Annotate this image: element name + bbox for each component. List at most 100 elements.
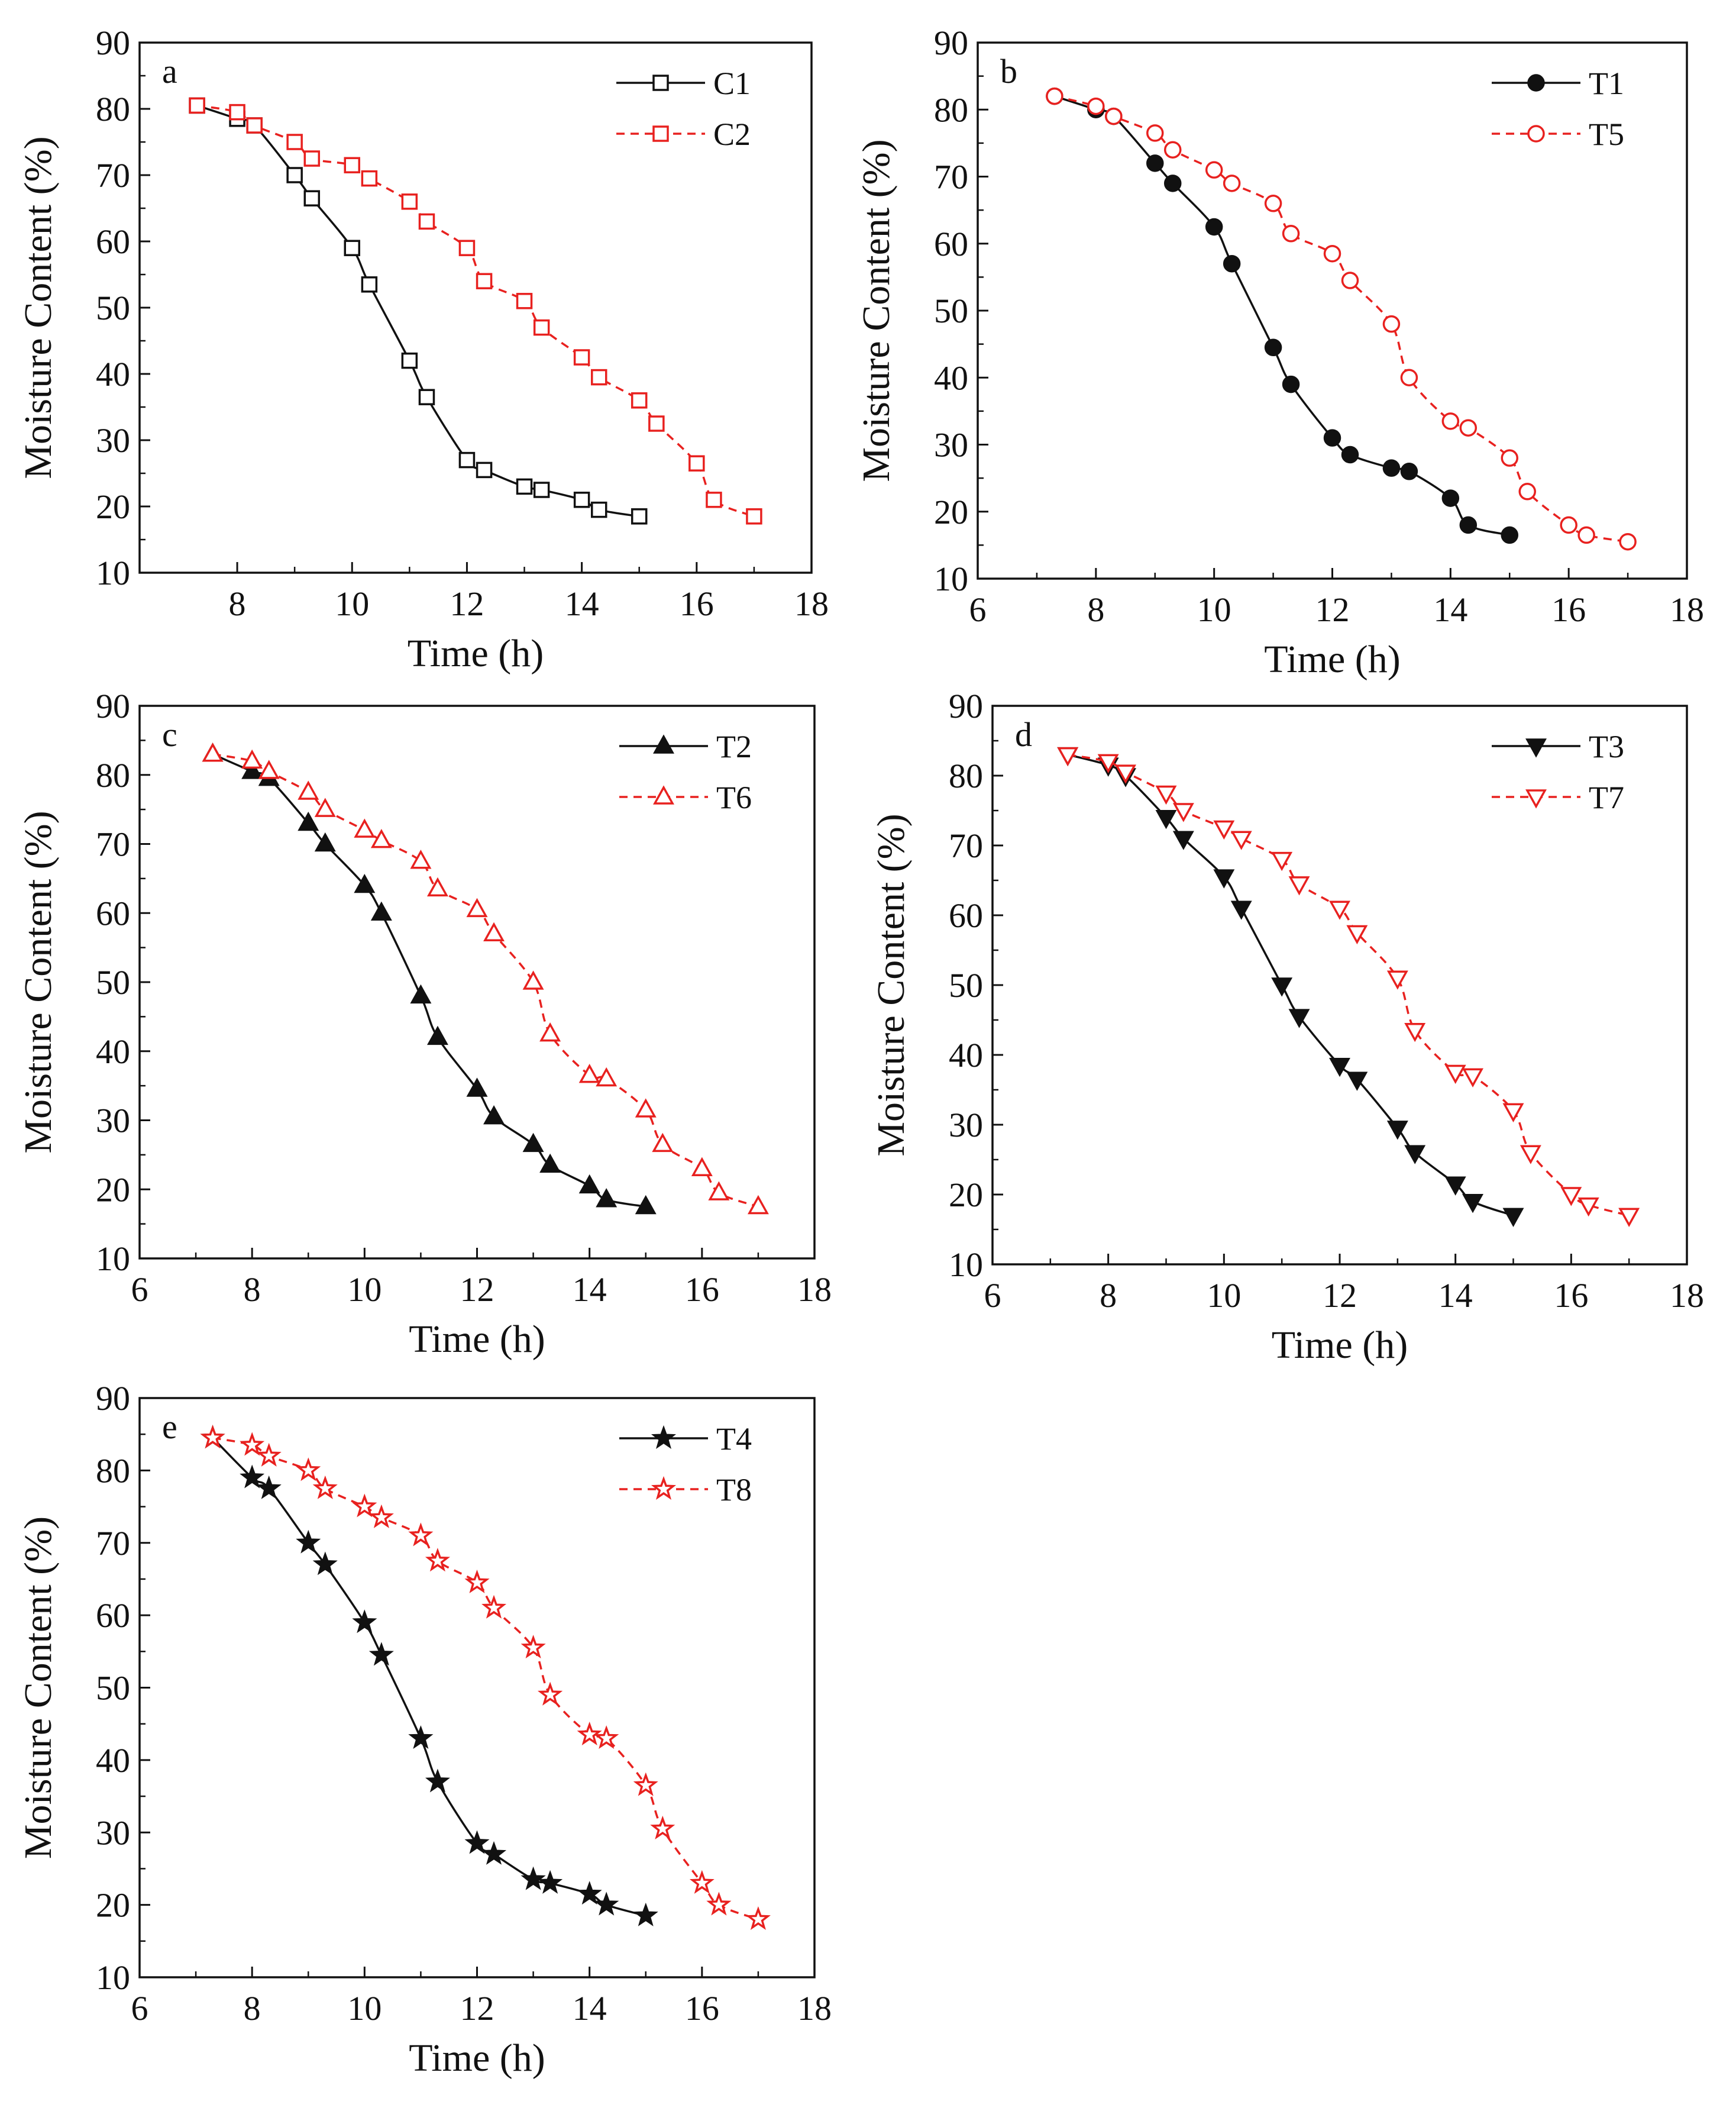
- data-point-T2: [298, 811, 319, 831]
- x-tick-label: 16: [1554, 1276, 1588, 1315]
- data-point-T6: [258, 760, 280, 779]
- data-point-C1: [591, 501, 607, 518]
- data-point-T1: [1223, 254, 1241, 273]
- y-tick-label: 50: [934, 292, 968, 330]
- legend-label-T6: T6: [716, 780, 752, 815]
- x-tick-label: 8: [244, 1270, 261, 1309]
- data-point-C2: [476, 273, 493, 289]
- data-point-T4: [521, 1866, 546, 1890]
- series-T8: [200, 1425, 771, 1931]
- data-point-C2: [401, 193, 418, 210]
- data-point-T6: [298, 780, 319, 800]
- chart-panel-c: 10 20 30 40 50 60 70 80 90 6 8 10 12 14 16 18 Time (h) Mo…: [17, 687, 832, 1361]
- data-point-T1: [1341, 446, 1359, 464]
- data-point-T2: [483, 1105, 505, 1125]
- data-point-T1: [1205, 218, 1223, 236]
- data-point-T2: [241, 760, 263, 779]
- data-point-T5: [1441, 412, 1460, 430]
- series-line-T4: [212, 1437, 646, 1917]
- series-T5: [1046, 87, 1637, 551]
- y-tick-label: 50: [96, 1669, 130, 1707]
- data-point-T7: [1444, 1064, 1466, 1084]
- data-point-T4: [296, 1529, 321, 1554]
- data-point-T6: [202, 743, 224, 762]
- data-point-C2: [706, 492, 722, 508]
- data-point-T6: [314, 798, 336, 817]
- series-T7: [1057, 747, 1640, 1228]
- data-point-T1: [1282, 375, 1300, 393]
- data-point-T8: [706, 1891, 732, 1916]
- data-point-T8: [577, 1721, 602, 1745]
- data-point-T7: [1329, 900, 1350, 920]
- data-point-T7: [1115, 764, 1136, 784]
- y-tick-label: 10: [949, 1245, 983, 1284]
- x-tick-label: 8: [1100, 1276, 1117, 1315]
- data-point-T4: [240, 1464, 265, 1489]
- legend-marker-T5: [1527, 125, 1545, 143]
- x-tick-label: 16: [680, 585, 714, 623]
- data-point-C1: [573, 492, 590, 508]
- y-tick-label: 10: [96, 1239, 130, 1278]
- data-point-T8: [312, 1475, 338, 1499]
- legend-label-T2: T2: [716, 729, 752, 764]
- data-point-C2: [746, 508, 762, 525]
- x-tick-label: 10: [347, 1989, 382, 2028]
- x-tick-label: 18: [794, 585, 829, 623]
- x-tick-label: 12: [450, 585, 484, 623]
- y-tick-label: 40: [96, 1741, 130, 1780]
- x-tick-label: 18: [797, 1270, 832, 1309]
- x-tick-label: 10: [1207, 1276, 1241, 1315]
- series-T4: [200, 1425, 658, 1926]
- legend-marker-T2: [653, 734, 674, 754]
- y-tick-label: 80: [949, 757, 983, 795]
- x-tick-label: 6: [984, 1276, 1001, 1315]
- data-point-T6: [241, 749, 263, 769]
- data-point-T6: [354, 818, 376, 838]
- data-point-T8: [481, 1594, 507, 1619]
- y-tick-label: 20: [96, 488, 130, 526]
- data-point-T8: [464, 1569, 490, 1593]
- data-point-T2: [522, 1132, 544, 1153]
- data-point-T8: [240, 1432, 265, 1456]
- data-point-T5: [1459, 419, 1478, 437]
- legend-marker-T3: [1525, 738, 1547, 758]
- data-point-T7: [1288, 876, 1310, 896]
- data-point-C1: [344, 240, 360, 256]
- data-point-C1: [533, 482, 550, 498]
- panel-letter: c: [162, 715, 177, 754]
- data-point-T2: [354, 873, 376, 893]
- data-point-C1: [418, 389, 435, 405]
- data-point-T4: [481, 1841, 507, 1865]
- legend-label-T5: T5: [1589, 117, 1624, 152]
- y-tick-label: 70: [96, 1524, 130, 1563]
- data-point-C1: [361, 276, 378, 293]
- data-point-T8: [368, 1504, 394, 1528]
- y-tick-label: 30: [96, 1102, 130, 1140]
- y-tick-label: 70: [949, 827, 983, 865]
- data-point-T5: [1560, 516, 1577, 534]
- data-point-T8: [425, 1548, 450, 1572]
- data-point-T7: [1271, 851, 1293, 871]
- x-tick-label: 6: [131, 1989, 148, 2028]
- data-point-T8: [594, 1725, 619, 1749]
- x-tick-label: 16: [685, 1270, 719, 1309]
- legend-label-T4: T4: [716, 1421, 752, 1457]
- series-C1: [189, 97, 648, 525]
- data-point-T4: [408, 1725, 434, 1749]
- legend-marker-T4: [651, 1425, 677, 1449]
- chart-panel-b: 10 20 30 40 50 60 70 80 90 6 8 10 12 14 16 18 Time (h) Mo…: [855, 24, 1704, 681]
- data-point-T1: [1163, 175, 1182, 192]
- data-point-T5: [1323, 244, 1341, 263]
- data-point-T5: [1146, 124, 1164, 142]
- y-tick-label: 80: [96, 756, 130, 795]
- y-tick-label: 20: [96, 1170, 130, 1209]
- y-tick-label: 20: [934, 493, 968, 531]
- data-point-T1: [1382, 459, 1401, 477]
- x-axis-title: Time (h): [1272, 1324, 1408, 1367]
- y-tick-label: 20: [96, 1886, 130, 1925]
- series-C2: [189, 97, 762, 525]
- data-point-T1: [1501, 526, 1518, 544]
- x-tick-label: 12: [460, 1270, 494, 1309]
- data-point-T5: [1046, 87, 1063, 105]
- x-tick-label: 12: [460, 1989, 494, 2028]
